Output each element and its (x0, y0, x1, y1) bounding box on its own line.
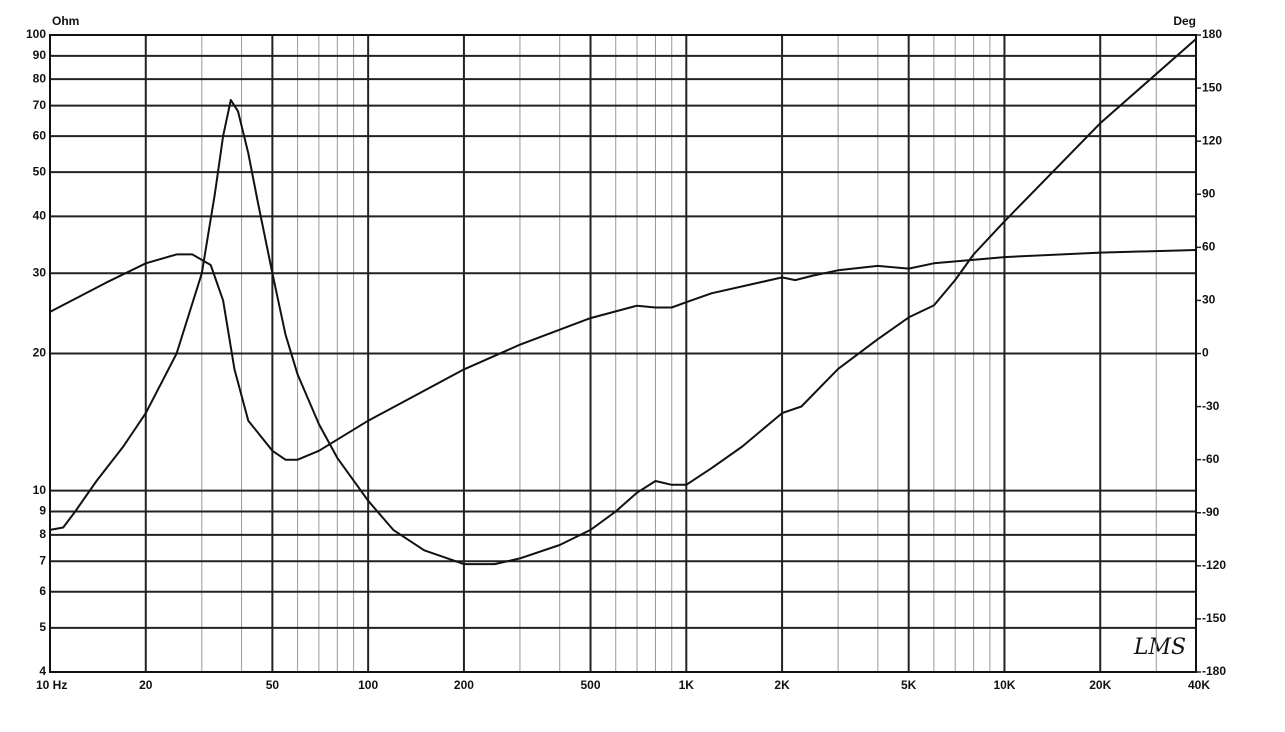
x-tick-label: 2K (774, 678, 790, 692)
y-tick-label: 8 (39, 527, 46, 541)
data-line (49, 249, 1197, 461)
x-tick-label: 40K (1188, 678, 1210, 692)
y-tick-label: 70 (33, 98, 47, 112)
y-axis-unit: Ohm (52, 14, 79, 28)
y2-tick-label: 120 (1202, 133, 1222, 147)
y2-tick-label: 180 (1202, 27, 1222, 41)
signature: LMS (1133, 635, 1186, 660)
y2-tick-label: -30 (1202, 399, 1220, 413)
y2-tick-label: -120 (1202, 558, 1226, 572)
x-tick-label: 20K (1089, 678, 1111, 692)
x-tick-label: 5K (901, 678, 917, 692)
y-tick-label: 90 (33, 48, 47, 62)
y2-tick-label: 30 (1202, 293, 1216, 307)
y-tick-label: 6 (39, 584, 46, 598)
y-tick-label: 30 (33, 265, 47, 279)
x-tick-label: 100 (358, 678, 378, 692)
x-tick-label: 1K (679, 678, 695, 692)
x-tick-label: 500 (581, 678, 601, 692)
y2-tick-label: 0 (1202, 346, 1209, 360)
x-tick-label: 10K (993, 678, 1015, 692)
y2-tick-label: -180 (1202, 664, 1226, 678)
x-tick-label: 200 (454, 678, 474, 692)
y-tick-label: 4 (39, 664, 46, 678)
y-tick-label: 60 (33, 128, 47, 142)
y2-tick-label: -60 (1202, 452, 1220, 466)
y-tick-label: 5 (39, 620, 46, 634)
y2-tick-label: 150 (1202, 80, 1222, 94)
y-tick-label: 7 (39, 553, 46, 567)
y-tick-label: 10 (33, 483, 47, 497)
x-tick-label: 50 (266, 678, 280, 692)
y-tick-label: 80 (33, 71, 47, 85)
plot-frame (49, 34, 1197, 673)
y2-axis-unit: Deg (1173, 14, 1196, 28)
y2-tick-label: 60 (1202, 240, 1216, 254)
y-tick-label: 20 (33, 346, 47, 360)
y-tick-label: 9 (39, 504, 46, 518)
data-line (49, 38, 1197, 566)
y-tick-label: 50 (33, 164, 47, 178)
y-tick-label: 40 (33, 209, 47, 223)
y2-tick-label: 90 (1202, 186, 1216, 200)
y-tick-label: 100 (26, 27, 46, 41)
y2-tick-label: -90 (1202, 505, 1220, 519)
x-tick-label: 10 Hz (36, 678, 67, 692)
x-tick-label: 20 (139, 678, 153, 692)
y2-tick-label: -150 (1202, 611, 1226, 625)
